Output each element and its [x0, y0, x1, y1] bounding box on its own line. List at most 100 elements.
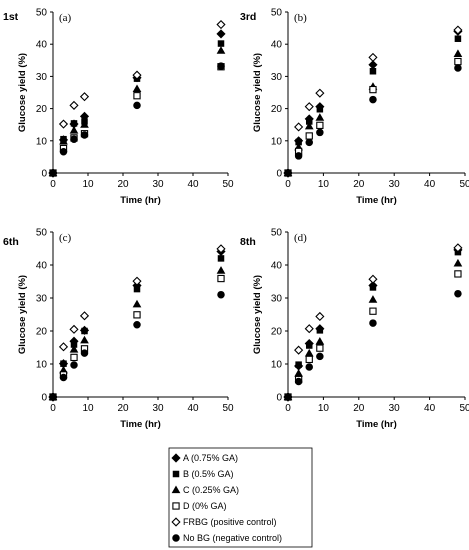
- data-point: [453, 49, 463, 57]
- data-point: [49, 169, 57, 177]
- data-point: [304, 121, 314, 130]
- run-label: 8th: [240, 236, 256, 248]
- data-point: [294, 345, 304, 355]
- legend-label: A (0.75% GA): [183, 453, 238, 463]
- y-tick-label: 30: [36, 294, 48, 305]
- y-tick-label: 20: [271, 327, 283, 338]
- x-tick-label: 40: [424, 179, 436, 190]
- data-point: [369, 67, 377, 75]
- y-axis-label: Glucose yield (%): [252, 53, 263, 132]
- data-point: [369, 85, 377, 94]
- data-point: [316, 128, 324, 137]
- x-tick-label: 40: [187, 403, 199, 414]
- chart-panel-4: 0 10 20 30 40 50 0 10 20 30 40 50 Time (hr) Glucose y…: [240, 228, 469, 431]
- series-6: [284, 289, 462, 401]
- y-tick-label: 0: [41, 169, 47, 180]
- data-point: [59, 136, 68, 145]
- x-tick-label: 20: [353, 179, 365, 190]
- legend-label: D (0% GA): [183, 501, 227, 511]
- data-point: [69, 344, 79, 353]
- data-point: [454, 270, 462, 278]
- series-6: [49, 290, 225, 401]
- x-tick-label: 0: [50, 403, 56, 414]
- data-point: [132, 276, 142, 286]
- x-tick-label: 10: [318, 179, 330, 190]
- data-point: [304, 102, 314, 112]
- data-point: [315, 311, 325, 322]
- x-tick-label: 10: [82, 179, 94, 190]
- series-5: [283, 243, 463, 402]
- y-tick-label: 30: [271, 72, 283, 83]
- x-tick-label: 0: [285, 403, 291, 414]
- data-point: [132, 299, 142, 308]
- chart-panel-3: 0 10 20 30 40 50 0 10 20 30 40 50 Time (hr) Glucose y…: [3, 228, 234, 431]
- y-axis-label: Glucose yield (%): [17, 275, 28, 354]
- data-point: [294, 377, 303, 386]
- data-point: [368, 52, 378, 62]
- data-point: [217, 290, 225, 299]
- run-label: 6th: [3, 236, 19, 248]
- series-4: [49, 274, 225, 401]
- data-point: [59, 147, 68, 156]
- data-point: [69, 125, 79, 134]
- x-tick-label: 40: [187, 179, 199, 190]
- legend-entry: No BG (negative control): [172, 533, 282, 543]
- legend-entry: A (0.75% GA): [171, 453, 238, 463]
- y-tick-label: 10: [271, 136, 283, 147]
- data-point: [69, 324, 79, 334]
- data-point: [133, 320, 141, 329]
- panel-label: (b): [294, 12, 307, 24]
- x-tick-label: 40: [424, 403, 436, 414]
- data-point: [132, 84, 142, 93]
- data-point: [216, 244, 226, 254]
- legend-label: FRBG (positive control): [183, 517, 277, 527]
- y-tick-label: 20: [36, 327, 48, 338]
- legend-label: No BG (negative control): [183, 533, 282, 543]
- data-point: [305, 355, 313, 364]
- panel-label: (d): [294, 232, 307, 244]
- x-tick-label: 50: [459, 403, 469, 414]
- legend: A (0.75% GA) B (0.5% GA) C (0.25% GA) D (0%…: [168, 447, 313, 548]
- legend-entry: FRBG (positive control): [171, 517, 277, 527]
- data-point: [304, 324, 314, 334]
- data-point: [316, 327, 324, 334]
- x-tick-label: 20: [117, 179, 129, 190]
- data-point: [217, 274, 225, 283]
- data-point: [284, 169, 292, 177]
- legend-marker: [172, 534, 180, 542]
- data-point: [69, 100, 79, 110]
- data-point: [284, 393, 292, 401]
- x-tick-label: 10: [82, 403, 94, 414]
- y-tick-label: 50: [271, 8, 283, 19]
- y-tick-label: 40: [271, 40, 283, 51]
- legend-marker: [171, 517, 181, 527]
- legend-entry: B (0.5% GA): [172, 469, 234, 479]
- data-point: [316, 344, 324, 352]
- data-point: [368, 295, 378, 303]
- data-point: [369, 284, 377, 291]
- data-point: [80, 335, 89, 344]
- run-label: 1st: [3, 11, 19, 23]
- legend-label: C (0.25% GA): [183, 485, 239, 495]
- x-tick-label: 30: [389, 179, 401, 190]
- data-point: [217, 40, 225, 47]
- legend-marker: [172, 470, 180, 478]
- legend-marker: [172, 502, 180, 510]
- data-point: [216, 46, 226, 54]
- data-point: [453, 25, 463, 35]
- data-point: [315, 337, 325, 345]
- run-label: 3rd: [240, 11, 256, 23]
- data-point: [216, 266, 226, 274]
- x-tick-label: 30: [152, 179, 164, 190]
- data-point: [295, 361, 302, 368]
- y-tick-label: 10: [36, 360, 48, 371]
- y-tick-label: 40: [271, 261, 283, 272]
- chart-panel-2: 0 10 20 30 40 50 0 10 20 30 40 50 Time (hr) Glucose y…: [240, 8, 469, 207]
- y-axis-label: Glucose yield (%): [17, 53, 28, 132]
- y-axis-label: Glucose yield (%): [252, 275, 263, 354]
- data-point: [60, 360, 67, 367]
- data-point: [368, 60, 378, 70]
- data-point: [304, 348, 314, 357]
- series-3: [48, 46, 226, 177]
- data-point: [369, 319, 377, 327]
